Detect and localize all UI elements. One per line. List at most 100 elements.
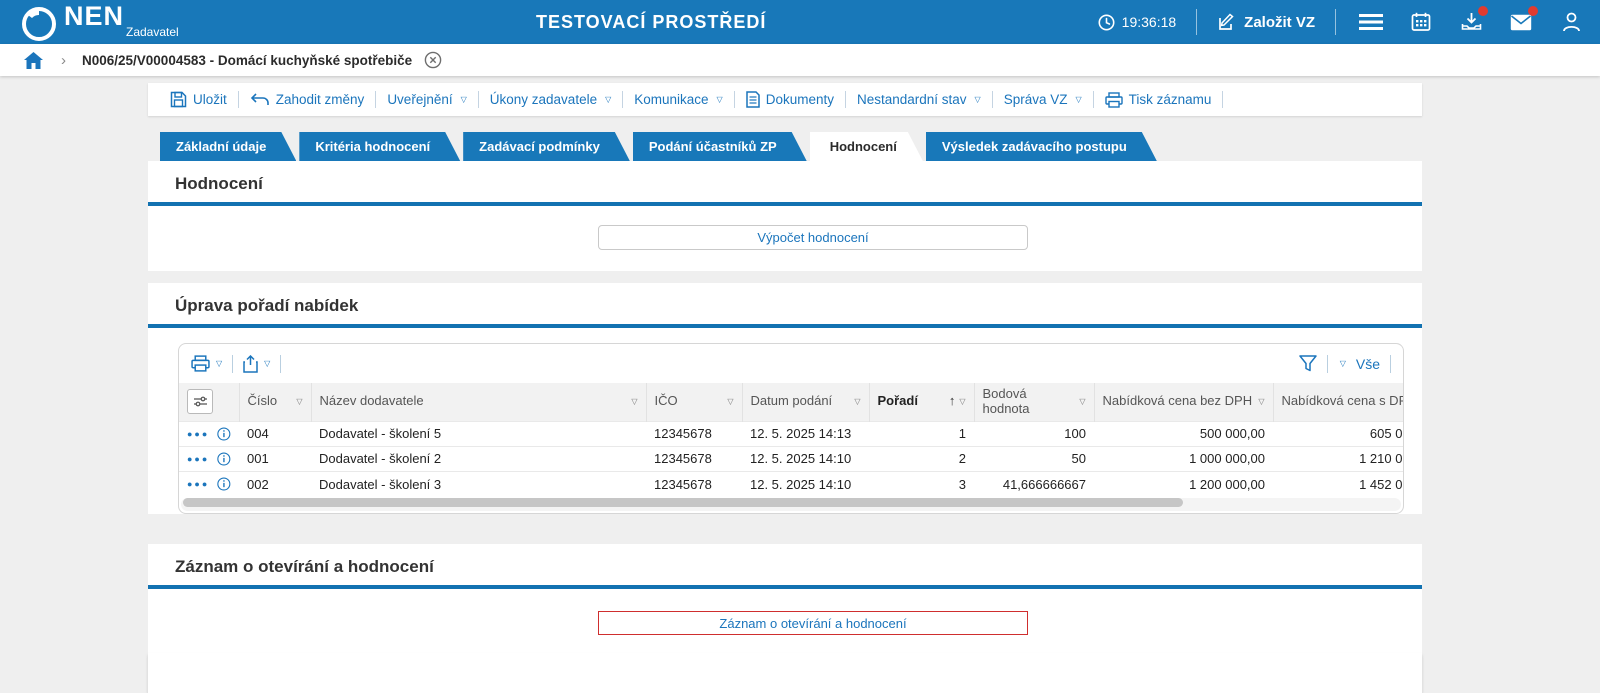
filter-caret-icon[interactable]: ▽	[1079, 397, 1086, 407]
filter-caret-icon[interactable]: ▽	[854, 397, 861, 407]
filter-caret-icon[interactable]: ▽	[959, 397, 966, 407]
chevron-down-icon: ▽	[216, 359, 223, 368]
chevron-down-icon: ▽	[974, 95, 981, 104]
filter-caret-icon[interactable]: ▽	[727, 397, 734, 407]
divider	[280, 354, 282, 373]
menu-button[interactable]	[1356, 7, 1386, 37]
header-row: Číslo ▽ Název dodavatele ▽ IČO ▽ Datum podá…	[179, 383, 1403, 422]
chevron-right-icon: ›	[61, 51, 66, 69]
filter-caret-icon[interactable]: ▽	[1258, 397, 1265, 407]
info-icon[interactable]	[217, 476, 231, 492]
printer-icon	[191, 355, 210, 372]
save-icon	[170, 91, 187, 108]
cell-datum: 12. 5. 2025 14:10	[742, 445, 869, 472]
column-header-bodova[interactable]: Bodová hodnota ▽	[973, 383, 1094, 422]
print-record-button[interactable]: Tisk záznamu	[1104, 91, 1211, 108]
divider	[733, 91, 735, 108]
info-icon[interactable]	[217, 451, 231, 467]
column-chooser-button[interactable]	[187, 389, 213, 415]
grid-export-button[interactable]: ▽	[243, 354, 271, 373]
divider	[844, 91, 846, 108]
column-header-cena-bez[interactable]: Nabídková cena bez DPH ▽	[1093, 383, 1273, 422]
vz-admin-menu[interactable]: Správa VZ ▽	[1004, 92, 1082, 107]
breadcrumb-item[interactable]: N006/25/V00004583 - Domácí kuchyňské spo…	[82, 52, 413, 68]
tab-zakladni-udaje[interactable]: Základní údaje	[160, 132, 296, 161]
section-zaznam: Záznam o otevírání a hodnocení Záznam o …	[148, 544, 1422, 693]
tab-vysledek[interactable]: Výsledek zadávacího postupu	[926, 132, 1157, 161]
discard-label: Zahodit změny	[275, 92, 365, 107]
zaznam-oteviran-button[interactable]: Záznam o otevírání a hodnocení	[598, 611, 1028, 636]
edit-square-icon	[1219, 12, 1234, 30]
nonstandard-state-label: Nestandardní stav	[856, 92, 967, 107]
brand-role: Zadavatel	[126, 25, 179, 39]
table-row[interactable]: ●●● 004 Dodavatel - školení 5 12345678 1…	[179, 420, 1403, 447]
grid-view-all-selector[interactable]: ▽ Vše	[1338, 356, 1380, 372]
home-icon	[24, 51, 43, 69]
record-toolbar: Uložit Zahodit změny Uveřejnění ▽ Úkony …	[148, 83, 1422, 116]
section-rule	[148, 202, 1422, 206]
cell-datum: 12. 5. 2025 14:10	[742, 470, 869, 497]
session-time: 19:36:18	[1121, 14, 1177, 30]
column-header-poradi[interactable]: Pořadí ↑ ▽	[868, 383, 974, 422]
column-header-cena-s[interactable]: Nabídková cena s DPH	[1272, 383, 1403, 422]
environment-title: TESTOVACÍ PROSTŘEDÍ	[536, 12, 767, 32]
section-uprava-poradi: Úprava pořadí nabídek ▽	[148, 283, 1422, 515]
row-menu-button[interactable]: ●●●	[187, 453, 210, 464]
calendar-icon	[1411, 12, 1431, 31]
section-title-hodnoceni: Hodnocení	[175, 174, 263, 193]
user-icon	[1562, 12, 1580, 32]
cell-cislo: 004	[239, 420, 311, 447]
calendar-button[interactable]	[1406, 7, 1436, 37]
row-menu-button[interactable]: ●●●	[187, 428, 210, 439]
tab-hodnoceni[interactable]: Hodnocení	[810, 132, 923, 161]
tab-kriteria-hodnoceni[interactable]: Kritéria hodnocení	[299, 132, 460, 161]
cell-poradi: 2	[869, 445, 974, 472]
table-row[interactable]: ●●● 002 Dodavatel - školení 3 12345678 1…	[179, 470, 1403, 497]
table-row[interactable]: ●●● 001 Dodavatel - školení 2 12345678 1…	[179, 445, 1403, 472]
session-clock: 19:36:18	[1098, 14, 1177, 31]
horizontal-scrollbar[interactable]	[181, 498, 1401, 512]
documents-button[interactable]: Dokumenty	[745, 91, 834, 108]
filter-caret-icon[interactable]: ▽	[296, 397, 303, 407]
cell-cislo: 001	[239, 445, 311, 472]
section-rule	[148, 585, 1422, 590]
row-menu-button[interactable]: ●●●	[187, 479, 210, 490]
divider	[1196, 9, 1198, 35]
publish-menu[interactable]: Uveřejnění ▽	[387, 92, 466, 107]
info-icon[interactable]	[217, 426, 231, 442]
chevron-down-icon: ▽	[1339, 359, 1346, 368]
messages-button[interactable]	[1506, 6, 1538, 37]
cell-nazev: Dodavatel - školení 2	[311, 445, 646, 472]
column-header-ico[interactable]: IČO ▽	[645, 383, 742, 422]
vypocet-hodnoceni-button[interactable]: Výpočet hodnocení	[598, 225, 1028, 250]
publish-label: Uveřejnění	[387, 92, 453, 107]
column-header-cislo[interactable]: Číslo ▽	[238, 383, 311, 422]
contracting-actions-menu[interactable]: Úkony zadavatele ▽	[490, 92, 611, 107]
cell-ico: 12345678	[646, 420, 742, 447]
downloads-button[interactable]	[1456, 6, 1488, 37]
cell-ico: 12345678	[646, 445, 742, 472]
cell-cena-s: 1 210 000,00	[1273, 445, 1403, 472]
cell-cena-bez: 1 000 000,00	[1094, 445, 1273, 472]
close-record-button[interactable]	[424, 51, 442, 69]
save-button[interactable]: Uložit	[170, 91, 227, 108]
brand-name: NEN	[64, 1, 125, 31]
home-button[interactable]	[24, 51, 43, 69]
nen-logo[interactable]: NEN Zadavatel	[0, 3, 179, 41]
create-vz-button[interactable]: Založit VZ	[1217, 12, 1315, 32]
profile-button[interactable]	[1556, 7, 1586, 37]
discard-icon	[250, 93, 269, 105]
filter-caret-icon[interactable]: ▽	[631, 397, 638, 407]
tab-zadavaci-podminky[interactable]: Zadávací podmínky	[463, 132, 630, 161]
tab-podani-ucastniku[interactable]: Podání účastníků ZP	[633, 132, 807, 161]
chevron-down-icon: ▽	[264, 359, 271, 368]
nonstandard-state-menu[interactable]: Nestandardní stav ▽	[857, 92, 981, 107]
discard-changes-button[interactable]: Zahodit změny	[250, 92, 365, 107]
offers-table: Číslo ▽ Název dodavatele ▽ IČO ▽ Datum podá…	[179, 383, 1403, 497]
grid-filter-button[interactable]	[1298, 355, 1317, 372]
column-header-nazev[interactable]: Název dodavatele ▽	[310, 383, 646, 422]
grid-print-button[interactable]: ▽	[191, 355, 222, 372]
communication-menu[interactable]: Komunikace ▽	[634, 92, 722, 107]
scrollbar-thumb[interactable]	[183, 498, 1184, 508]
column-header-datum[interactable]: Datum podání ▽	[741, 383, 869, 422]
